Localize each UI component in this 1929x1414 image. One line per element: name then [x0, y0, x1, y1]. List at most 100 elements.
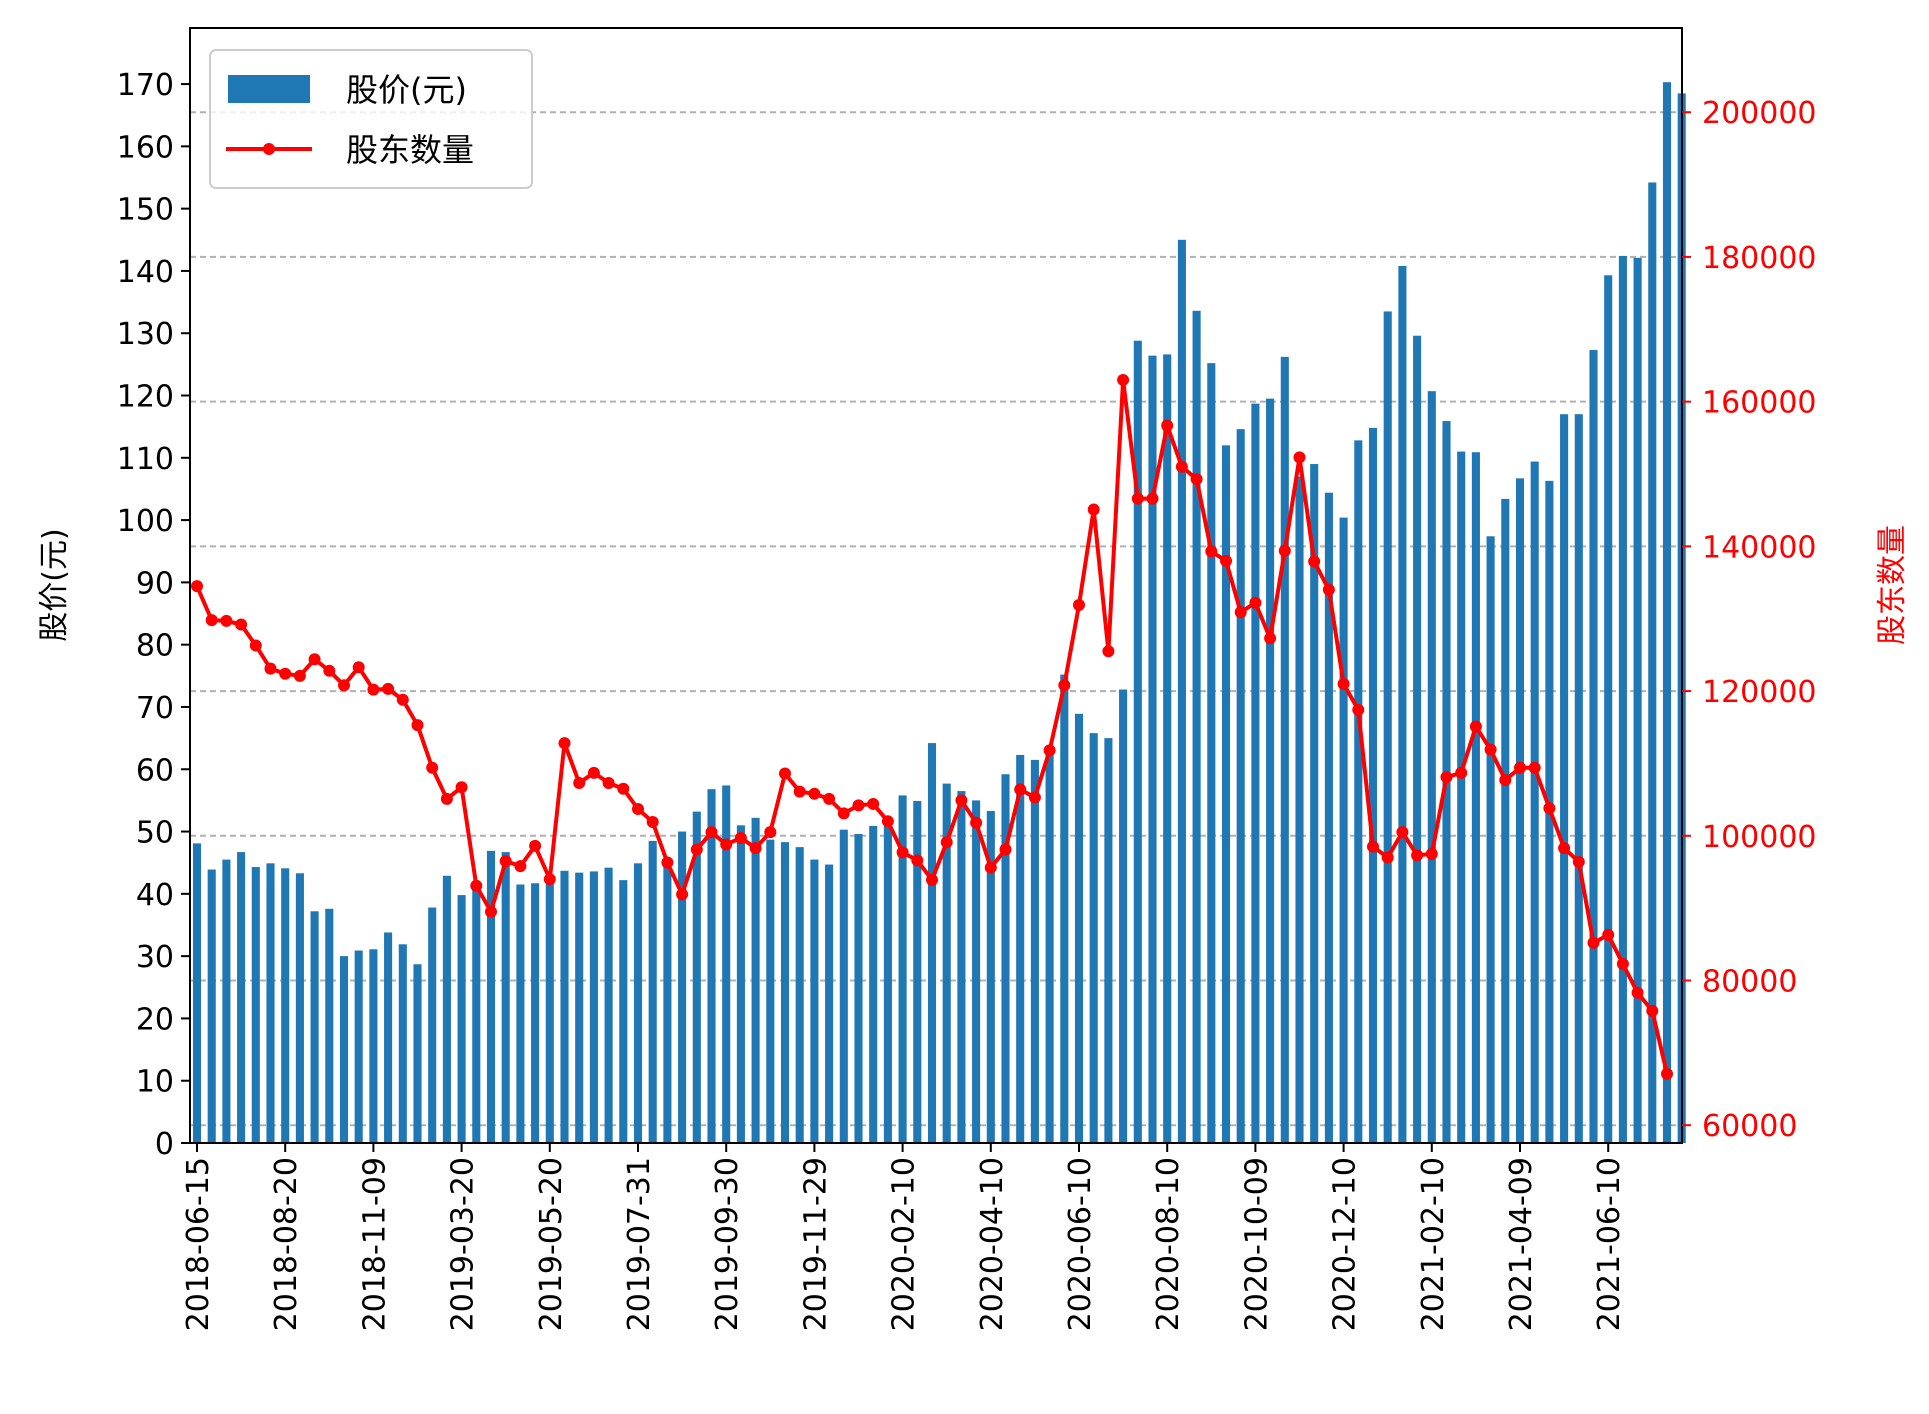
- price-bar: [339, 956, 349, 1143]
- price-bar: [1177, 239, 1186, 1143]
- shareholder-point: [1087, 503, 1100, 516]
- y-left-tick-label: 70: [136, 691, 174, 726]
- shareholder-point: [852, 799, 865, 812]
- price-bar: [501, 852, 510, 1143]
- shareholder-point: [1661, 1067, 1673, 1080]
- price-bar: [839, 829, 848, 1143]
- price-bar: [295, 873, 304, 1143]
- shareholder-point: [690, 843, 703, 856]
- price-bar: [1192, 310, 1201, 1143]
- price-bar: [1295, 476, 1304, 1144]
- price-bar: [1148, 355, 1157, 1143]
- x-tick-label: 2019-03-20: [446, 1157, 481, 1331]
- price-bar: [898, 795, 907, 1143]
- price-bar: [560, 870, 569, 1143]
- price-bar: [633, 863, 643, 1143]
- price-bar: [1104, 738, 1113, 1143]
- x-tick-label: 2019-05-20: [534, 1157, 569, 1331]
- y-left-tick-label: 30: [136, 940, 174, 975]
- x-tick-label: 2020-02-10: [887, 1157, 922, 1331]
- shareholder-point: [382, 682, 395, 695]
- shareholder-point: [470, 879, 483, 892]
- price-bar: [575, 872, 584, 1143]
- shareholder-point: [955, 794, 968, 807]
- price-bar: [207, 869, 216, 1143]
- price-bar: [531, 883, 540, 1143]
- price-bar: [1074, 713, 1084, 1143]
- price-bar: [1501, 498, 1510, 1143]
- shareholder-point: [1234, 606, 1247, 619]
- shareholder-point: [1249, 596, 1262, 609]
- y-left-tick-label: 150: [117, 193, 174, 228]
- shareholder-point: [1602, 928, 1615, 941]
- shareholder-point: [1220, 554, 1232, 567]
- shareholder-point: [984, 861, 997, 874]
- price-bar: [869, 825, 878, 1143]
- shareholder-point: [1131, 492, 1144, 505]
- shareholder-point: [279, 667, 292, 680]
- x-tick-label: 2021-06-10: [1592, 1157, 1627, 1331]
- price-bar: [810, 859, 819, 1143]
- shareholder-point: [837, 807, 850, 820]
- shareholder-point: [455, 781, 468, 794]
- shareholder-point: [734, 831, 747, 844]
- shareholder-point: [293, 669, 306, 682]
- shareholder-point: [1455, 766, 1468, 779]
- price-bar: [1530, 461, 1539, 1144]
- price-bar: [354, 950, 363, 1143]
- shareholder-point: [308, 653, 321, 666]
- price-bar: [1060, 674, 1069, 1143]
- price-bar: [1604, 275, 1613, 1143]
- x-tick-label: 2021-02-10: [1416, 1157, 1451, 1331]
- shareholder-point: [1175, 460, 1188, 473]
- shareholder-point: [1161, 419, 1174, 432]
- price-bar: [751, 817, 760, 1143]
- shareholder-point: [1146, 492, 1159, 505]
- price-bar: [192, 843, 202, 1143]
- price-bar: [1133, 340, 1142, 1143]
- y-right-tick-label: 60000: [1702, 1109, 1797, 1144]
- price-bar: [1633, 257, 1642, 1144]
- shareholder-point: [1190, 473, 1203, 486]
- shareholder-point: [440, 792, 453, 805]
- price-bar: [1662, 82, 1672, 1143]
- price-bar: [1618, 255, 1627, 1143]
- price-bar: [589, 871, 598, 1143]
- shareholder-point: [867, 797, 880, 810]
- shareholder-point: [896, 846, 909, 859]
- shareholder-point: [1293, 451, 1306, 464]
- shareholder-point: [1102, 645, 1115, 658]
- price-bar: [1089, 733, 1098, 1143]
- price-bar: [678, 831, 687, 1143]
- price-bar: [663, 864, 672, 1143]
- price-bar: [1339, 517, 1348, 1143]
- price-bar: [707, 789, 716, 1143]
- shareholder-point: [573, 776, 586, 789]
- y-left-tick-label: 10: [136, 1065, 174, 1100]
- price-bar: [1589, 350, 1598, 1144]
- shareholder-point: [1278, 544, 1291, 557]
- shareholder-point: [602, 776, 615, 789]
- shareholder-point: [367, 683, 380, 696]
- shareholder-point: [1308, 555, 1321, 568]
- price-bar: [1236, 429, 1245, 1143]
- legend-line-marker: [263, 143, 275, 155]
- shareholder-point: [705, 826, 718, 839]
- price-bar: [1016, 754, 1025, 1143]
- price-bar: [1310, 464, 1319, 1143]
- y-right-tick-label: 160000: [1702, 386, 1817, 421]
- price-bar: [1280, 356, 1289, 1143]
- price-bar: [1560, 414, 1569, 1143]
- shareholder-point: [1528, 761, 1541, 774]
- shareholder-point: [529, 839, 542, 852]
- legend-bar-swatch: [228, 75, 310, 103]
- price-bar: [1251, 403, 1260, 1144]
- price-bar: [1207, 363, 1216, 1143]
- price-bar: [986, 810, 995, 1143]
- price-bar: [1486, 536, 1495, 1143]
- x-tick-label: 2018-08-20: [269, 1157, 304, 1331]
- shareholder-point: [808, 787, 821, 800]
- shareholder-point: [1322, 583, 1335, 596]
- shareholder-line: [191, 373, 1673, 1080]
- y-axis-left-title: 股价(元): [37, 528, 72, 641]
